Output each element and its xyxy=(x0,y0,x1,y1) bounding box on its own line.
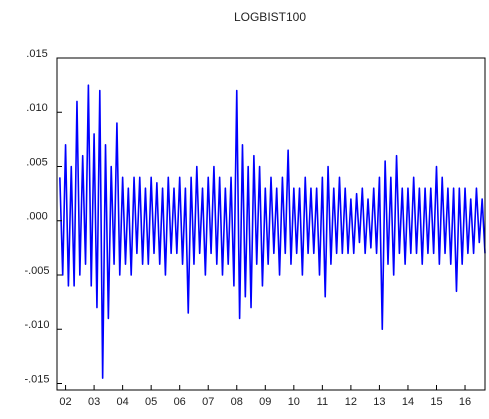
plot-frame xyxy=(56,57,486,391)
y-tick-label: -.005 xyxy=(24,265,49,277)
x-tick-label: 09 xyxy=(259,396,271,408)
x-tick-label: 02 xyxy=(59,396,71,408)
y-tick-label: .005 xyxy=(26,156,47,168)
x-tick-label: 13 xyxy=(373,396,385,408)
x-tick-label: 04 xyxy=(117,396,129,408)
x-tick-label: 08 xyxy=(231,396,243,408)
x-tick-label: 05 xyxy=(145,396,157,408)
x-tick-label: 07 xyxy=(202,396,214,408)
y-tick-label: .010 xyxy=(26,102,47,114)
x-tick-label: 12 xyxy=(345,396,357,408)
chart-title: LOGBIST100 xyxy=(234,10,306,24)
x-tick-label: 10 xyxy=(288,396,300,408)
x-tick-label: 06 xyxy=(174,396,186,408)
x-tick-label: 03 xyxy=(88,396,100,408)
y-tick-label: -.010 xyxy=(24,319,49,331)
x-tick-label: 16 xyxy=(459,396,471,408)
x-tick-label: 14 xyxy=(402,396,414,408)
x-tick-label: 15 xyxy=(430,396,442,408)
y-tick-label: -.015 xyxy=(24,373,49,385)
series-line xyxy=(59,84,486,379)
y-tick-label: .015 xyxy=(26,48,47,60)
x-tick-label: 11 xyxy=(317,396,328,408)
y-tick-label: .000 xyxy=(26,211,47,223)
